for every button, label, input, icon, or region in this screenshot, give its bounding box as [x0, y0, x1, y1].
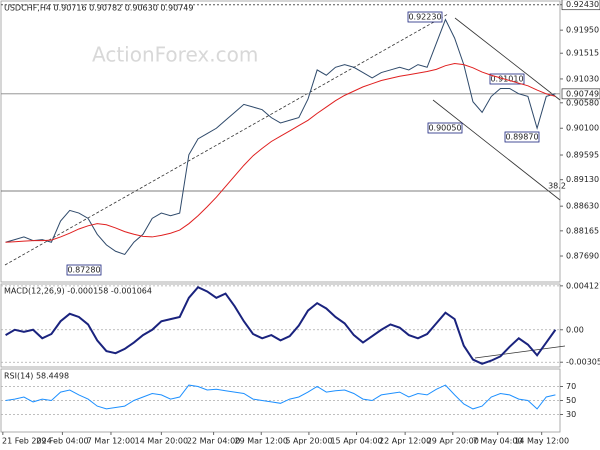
y-tick-label: 0.91515 — [566, 49, 599, 58]
price-tag-label: 0.92430 — [566, 0, 599, 9]
series-line — [5, 63, 556, 243]
panel-title: RSI(14) 58.4498 — [4, 372, 69, 381]
y-tick-label: 0.88630 — [566, 202, 599, 211]
x-tick-label: 14 Mar 20:00 — [135, 437, 188, 446]
annotation: 0.90050 — [428, 124, 461, 133]
annotation: 0.87280 — [67, 266, 100, 275]
panel-title: USDCHF,H4 0.90716 0.90782 0.90630 0.9074… — [4, 4, 193, 13]
panel-frame — [0, 283, 561, 368]
annotation: 38.2 — [548, 182, 566, 191]
y-tick-label: 50 — [566, 396, 576, 405]
x-tick-label: 7 Mar 12:00 — [87, 437, 135, 446]
series-line — [5, 285, 557, 365]
annotation-box — [66, 264, 102, 276]
y-tick-label: 0.91030 — [566, 74, 599, 83]
y-tick-label: 70 — [566, 382, 576, 391]
panel-title: MACD(12,26,9) -0.000158 -0.001064 — [4, 287, 152, 296]
y-tick-label: -0.003051 — [566, 358, 600, 367]
x-tick-label: 15 Apr 04:00 — [330, 437, 382, 446]
channel-line — [432, 99, 561, 201]
panel-frame — [0, 0, 561, 283]
x-tick-label: 22 Mar 04:00 — [187, 437, 240, 446]
x-tick-label: 29 Feb 04:00 — [36, 437, 88, 446]
annotation: 0.89870 — [505, 133, 538, 142]
y-tick-label: 0.89595 — [566, 151, 599, 160]
annotation-box — [489, 73, 525, 85]
series-line — [5, 384, 556, 410]
channel-line — [454, 17, 561, 101]
y-tick-label: 0.91950 — [566, 26, 599, 35]
annotation: 0.91010 — [490, 75, 523, 84]
y-tick-label: 0.87690 — [566, 252, 599, 261]
last-price-tag — [561, 88, 600, 100]
y-tick-label: 0.90580 — [566, 98, 599, 107]
x-tick-label: 29 Mar 12:00 — [235, 437, 288, 446]
price-tag — [561, 0, 600, 11]
trend-line — [474, 345, 566, 359]
annotation-box — [407, 11, 443, 23]
x-tick-label: 21 Feb 2024 — [2, 437, 52, 446]
x-tick-label: 29 Apr 20:00 — [427, 437, 479, 446]
x-tick-label: 22 Apr 12:00 — [379, 437, 431, 446]
x-tick-label: 5 Apr 20:00 — [285, 437, 332, 446]
annotation: 0.92230 — [408, 13, 441, 22]
y-tick-label: 0.00 — [566, 325, 584, 334]
last-price-label: 0.90749 — [566, 89, 599, 98]
y-tick-label: 0.90100 — [566, 124, 599, 133]
annotation-box — [427, 122, 463, 134]
x-tick-label: 14 May 12:00 — [514, 437, 569, 446]
y-tick-label: 0.89130 — [566, 175, 599, 184]
x-tick-label: 7 May 04:00 — [473, 437, 523, 446]
y-tick-label: 30 — [566, 410, 576, 419]
watermark: ActionForex.com — [92, 43, 258, 67]
y-tick-label: 0.88165 — [566, 226, 599, 235]
y-tick-label: 0.004127 — [566, 281, 600, 290]
annotation-box — [504, 131, 540, 143]
